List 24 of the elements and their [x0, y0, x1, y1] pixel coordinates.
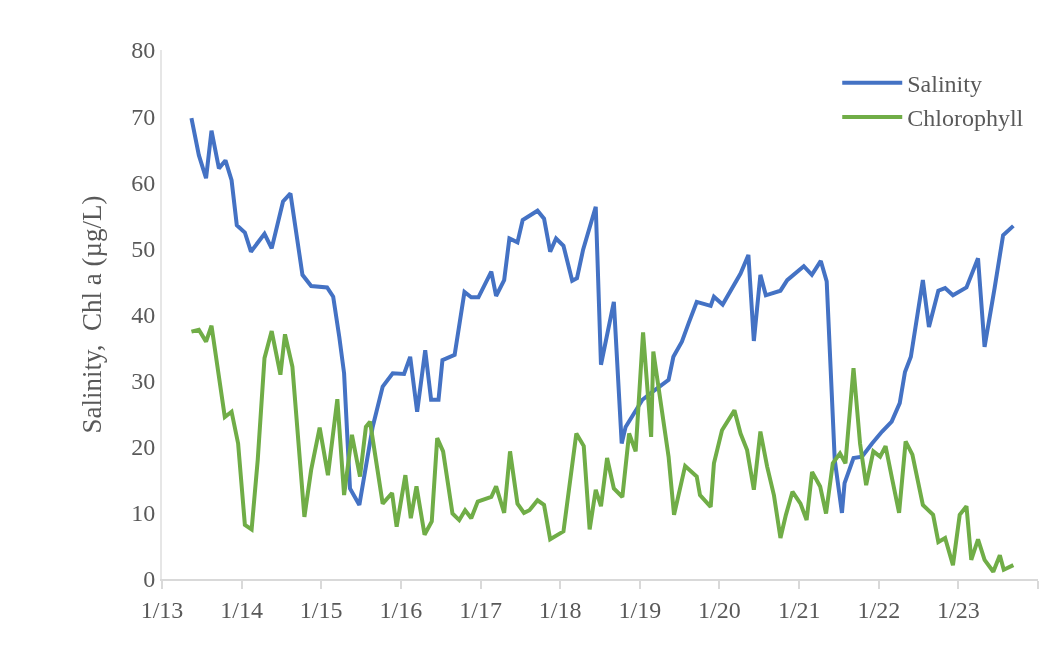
x-tick-label: 1/19: [618, 596, 662, 623]
legend-label: Salinity: [907, 71, 982, 98]
x-tick-label: 1/15: [299, 596, 343, 623]
y-tick-label: 60: [131, 169, 156, 196]
y-tick-label: 40: [131, 301, 156, 328]
x-tick-label: 1/21: [777, 596, 821, 623]
line-series: [189, 323, 1016, 574]
legend-label: Chlorophyll: [907, 105, 1024, 132]
x-tick-label: 1/23: [937, 596, 980, 623]
x-tick-label: 1/14: [220, 596, 263, 623]
x-tick-label: 1/16: [379, 596, 423, 623]
y-tick-label: 30: [131, 368, 156, 395]
y-axis-title: Salinity, Chl a (µg/L): [76, 195, 107, 434]
y-tick-label: 0: [143, 566, 156, 593]
y-tick-label: 20: [131, 434, 156, 461]
x-tick-label: 1/22: [857, 596, 901, 623]
y-tick-label: 80: [131, 37, 156, 64]
x-tick-label: 1/13: [140, 596, 184, 623]
x-tick-label: 1/20: [698, 596, 741, 623]
y-tick-label: 10: [131, 500, 156, 527]
y-tick-label: 50: [131, 235, 156, 262]
x-tick-label: 1/17: [459, 596, 502, 623]
x-tick-label: 1/18: [538, 596, 582, 623]
y-tick-label: 70: [131, 103, 156, 130]
